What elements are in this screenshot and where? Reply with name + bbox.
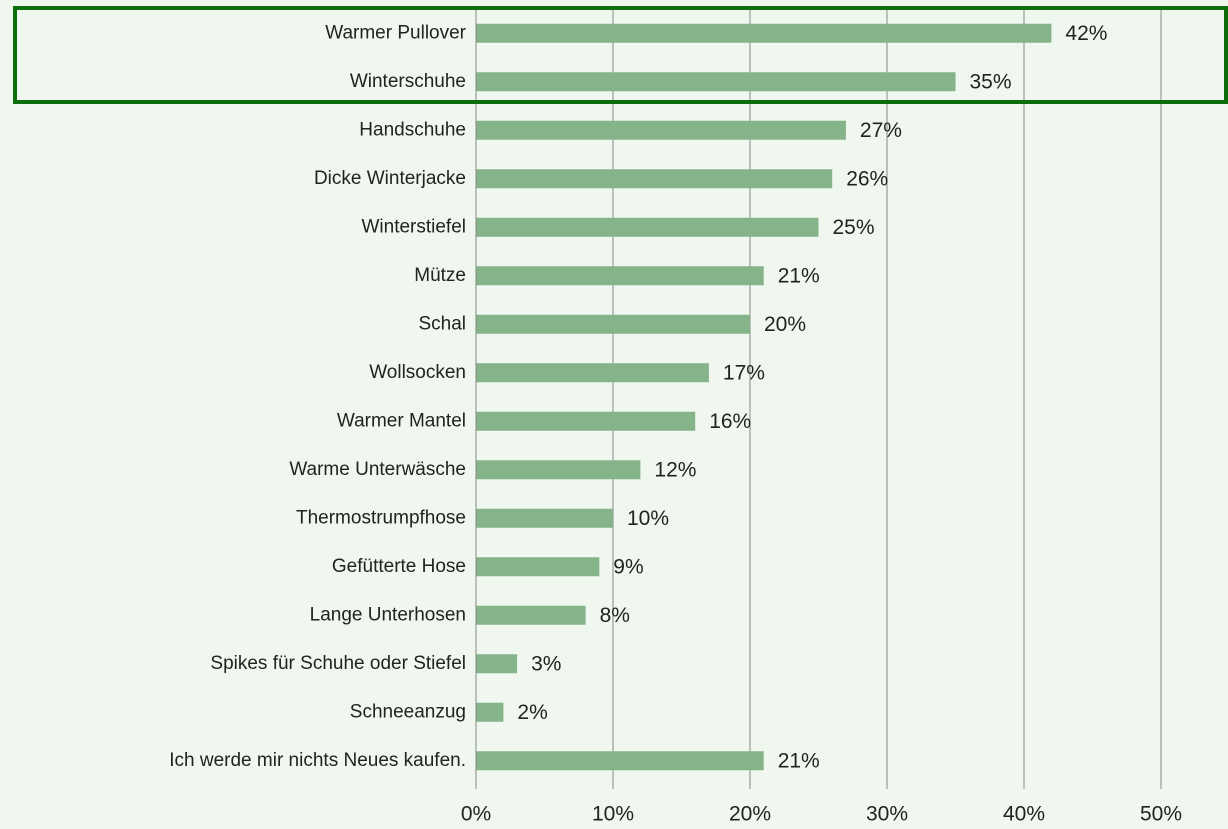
bar xyxy=(476,411,696,431)
y-tick-label: Warme Unterwäsche xyxy=(289,459,466,480)
data-label: 25% xyxy=(833,216,875,239)
y-tick-label: Winterstiefel xyxy=(361,216,466,237)
bar xyxy=(476,557,600,577)
bar xyxy=(476,363,709,383)
y-tick-label: Schal xyxy=(418,313,466,334)
data-label: 20% xyxy=(764,313,806,336)
bar xyxy=(476,460,641,480)
bar xyxy=(476,314,750,334)
x-tick-label: 0% xyxy=(461,803,491,826)
y-tick-label: Ich werde mir nichts Neues kaufen. xyxy=(169,750,466,771)
bar xyxy=(476,605,586,625)
bar xyxy=(476,169,833,189)
data-label: 16% xyxy=(709,410,751,433)
bar xyxy=(476,266,764,286)
data-label: 12% xyxy=(654,458,696,481)
y-tick-label: Lange Unterhosen xyxy=(310,604,466,625)
bar xyxy=(476,702,504,722)
data-label: 3% xyxy=(531,652,561,675)
x-tick-label: 40% xyxy=(1003,803,1045,826)
data-label: 21% xyxy=(778,749,820,772)
y-tick-label: Dicke Winterjacke xyxy=(314,168,466,189)
y-tick-label: Handschuhe xyxy=(359,119,466,140)
y-tick-label: Warmer Mantel xyxy=(337,410,466,431)
data-label: 27% xyxy=(860,119,902,142)
data-label: 8% xyxy=(600,604,630,627)
y-tick-label: Spikes für Schuhe oder Stiefel xyxy=(210,653,466,674)
bar xyxy=(476,217,819,237)
x-tick-label: 30% xyxy=(866,803,908,826)
plot-area: 0% 10% 20% 30% 40% 50% Warmer Pullover 42% Winte… xyxy=(169,9,1182,826)
x-tick-label: 20% xyxy=(729,803,771,826)
x-tick-label: 50% xyxy=(1140,803,1182,826)
data-label: 26% xyxy=(846,167,888,190)
data-label: 9% xyxy=(613,555,643,578)
y-tick-label: Gefütterte Hose xyxy=(332,556,466,577)
bar xyxy=(476,72,956,92)
y-tick-label: Warmer Pullover xyxy=(325,22,466,43)
bar xyxy=(476,508,613,528)
data-label: 10% xyxy=(627,507,669,530)
data-label: 21% xyxy=(778,264,820,287)
data-label: 35% xyxy=(970,70,1012,93)
data-label: 2% xyxy=(517,701,547,724)
data-label: 17% xyxy=(723,361,765,384)
y-tick-label: Wollsocken xyxy=(369,362,466,383)
y-tick-label: Schneeanzug xyxy=(350,701,466,722)
highlight-box xyxy=(13,6,1228,104)
x-tick-label: 10% xyxy=(592,803,634,826)
y-tick-label: Mütze xyxy=(414,265,466,286)
bar xyxy=(476,120,846,140)
y-tick-label: Thermostrumpfhose xyxy=(296,507,466,528)
y-tick-label: Winterschuhe xyxy=(350,71,466,92)
bar xyxy=(476,654,518,674)
data-label: 42% xyxy=(1065,22,1107,45)
bar xyxy=(476,23,1052,43)
bar xyxy=(476,751,764,771)
